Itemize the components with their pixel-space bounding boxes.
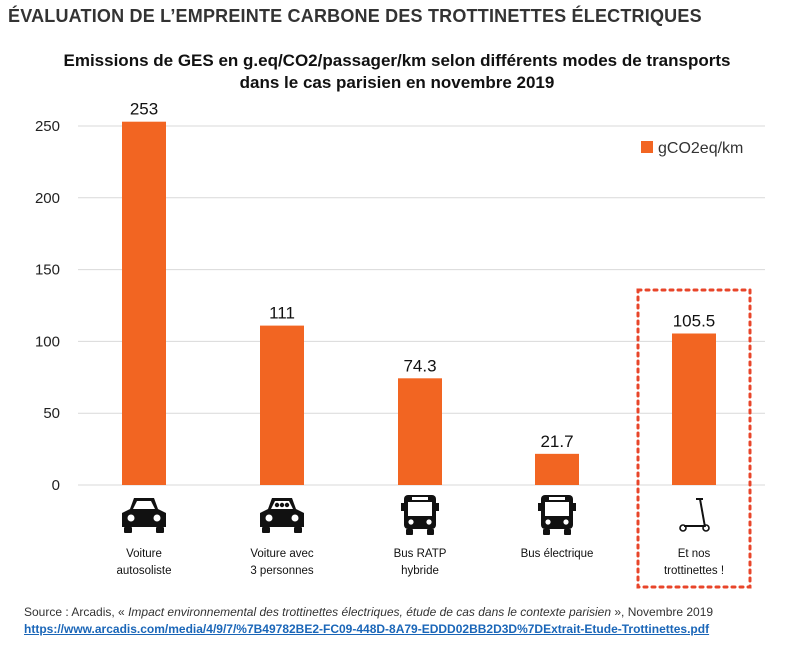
legend: gCO2eq/km (641, 140, 743, 157)
category-label-1: Voiture (126, 548, 162, 560)
data-label-2: 111 (269, 304, 295, 323)
bus-icon (401, 495, 439, 535)
data-label-5: 105.5 (673, 312, 716, 331)
legend-swatch (641, 141, 653, 153)
chart-title: Emissions de GES en g.eq/CO2/passager/km… (64, 51, 731, 92)
source-prefix: Source : Arcadis, « (24, 605, 129, 619)
category-labels: Voiture autosoliste Voiture avec 3 personne… (117, 548, 725, 577)
source-link[interactable]: https://www.arcadis.com/media/4/9/7/%7B4… (24, 622, 710, 636)
bar-1 (122, 121, 166, 485)
source-note: Source : Arcadis, « Impact environnement… (24, 604, 784, 620)
bar-2 (260, 325, 304, 485)
category-label-4: Bus électrique (521, 548, 594, 560)
y-tick-label: 100 (35, 333, 60, 350)
bar-3 (398, 378, 442, 485)
electric-bus-icon (538, 495, 576, 535)
data-label-3: 74.3 (403, 356, 436, 375)
y-tick-label: 250 (35, 118, 60, 135)
bars (122, 121, 716, 485)
legend-label: gCO2eq/km (658, 140, 743, 157)
category-icons (122, 495, 710, 535)
category-label-3: hybride (401, 565, 439, 577)
source-title: Impact environnemental des trottinettes … (128, 605, 612, 619)
bar-4 (535, 453, 579, 485)
bar-chart: Emissions de GES en g.eq/CO2/passager/km… (35, 51, 765, 589)
chart-title-line-2: dans le cas parisien en novembre 2019 (240, 73, 555, 92)
category-label-1: autosoliste (117, 565, 172, 577)
scooter-icon (679, 498, 710, 532)
data-labels: 253 111 74.3 21.7 105.5 (130, 100, 715, 451)
highlight-dotted-box (636, 288, 752, 589)
bar-5 (672, 333, 716, 485)
highlight-box (636, 288, 752, 589)
y-tick-label: 0 (52, 477, 60, 494)
category-label-3: Bus RATP (394, 548, 447, 560)
car-icon (122, 498, 166, 533)
y-tick-label: 200 (35, 190, 60, 207)
page-title: ÉVALUATION DE L’EMPREINTE CARBONE DES TR… (8, 6, 702, 26)
car-with-passengers-icon (260, 498, 304, 533)
y-tick-label: 50 (43, 405, 60, 422)
chart-title-line-1: Emissions de GES en g.eq/CO2/passager/km… (64, 51, 731, 70)
data-label-1: 253 (130, 100, 158, 119)
category-label-2: 3 personnes (250, 565, 314, 577)
y-tick-label: 150 (35, 262, 60, 279)
chart-container: Emissions de GES en g.eq/CO2/passager/km… (0, 40, 795, 600)
source-suffix: », Novembre 2019 (611, 605, 714, 619)
category-label-5: trottinettes ! (664, 565, 724, 577)
category-label-2: Voiture avec (250, 548, 314, 560)
y-axis-ticks: 0 50 100 150 200 250 (35, 118, 60, 494)
grid-lines (78, 125, 765, 486)
category-label-5: Et nos (678, 548, 711, 560)
data-label-4: 21.7 (540, 432, 573, 451)
